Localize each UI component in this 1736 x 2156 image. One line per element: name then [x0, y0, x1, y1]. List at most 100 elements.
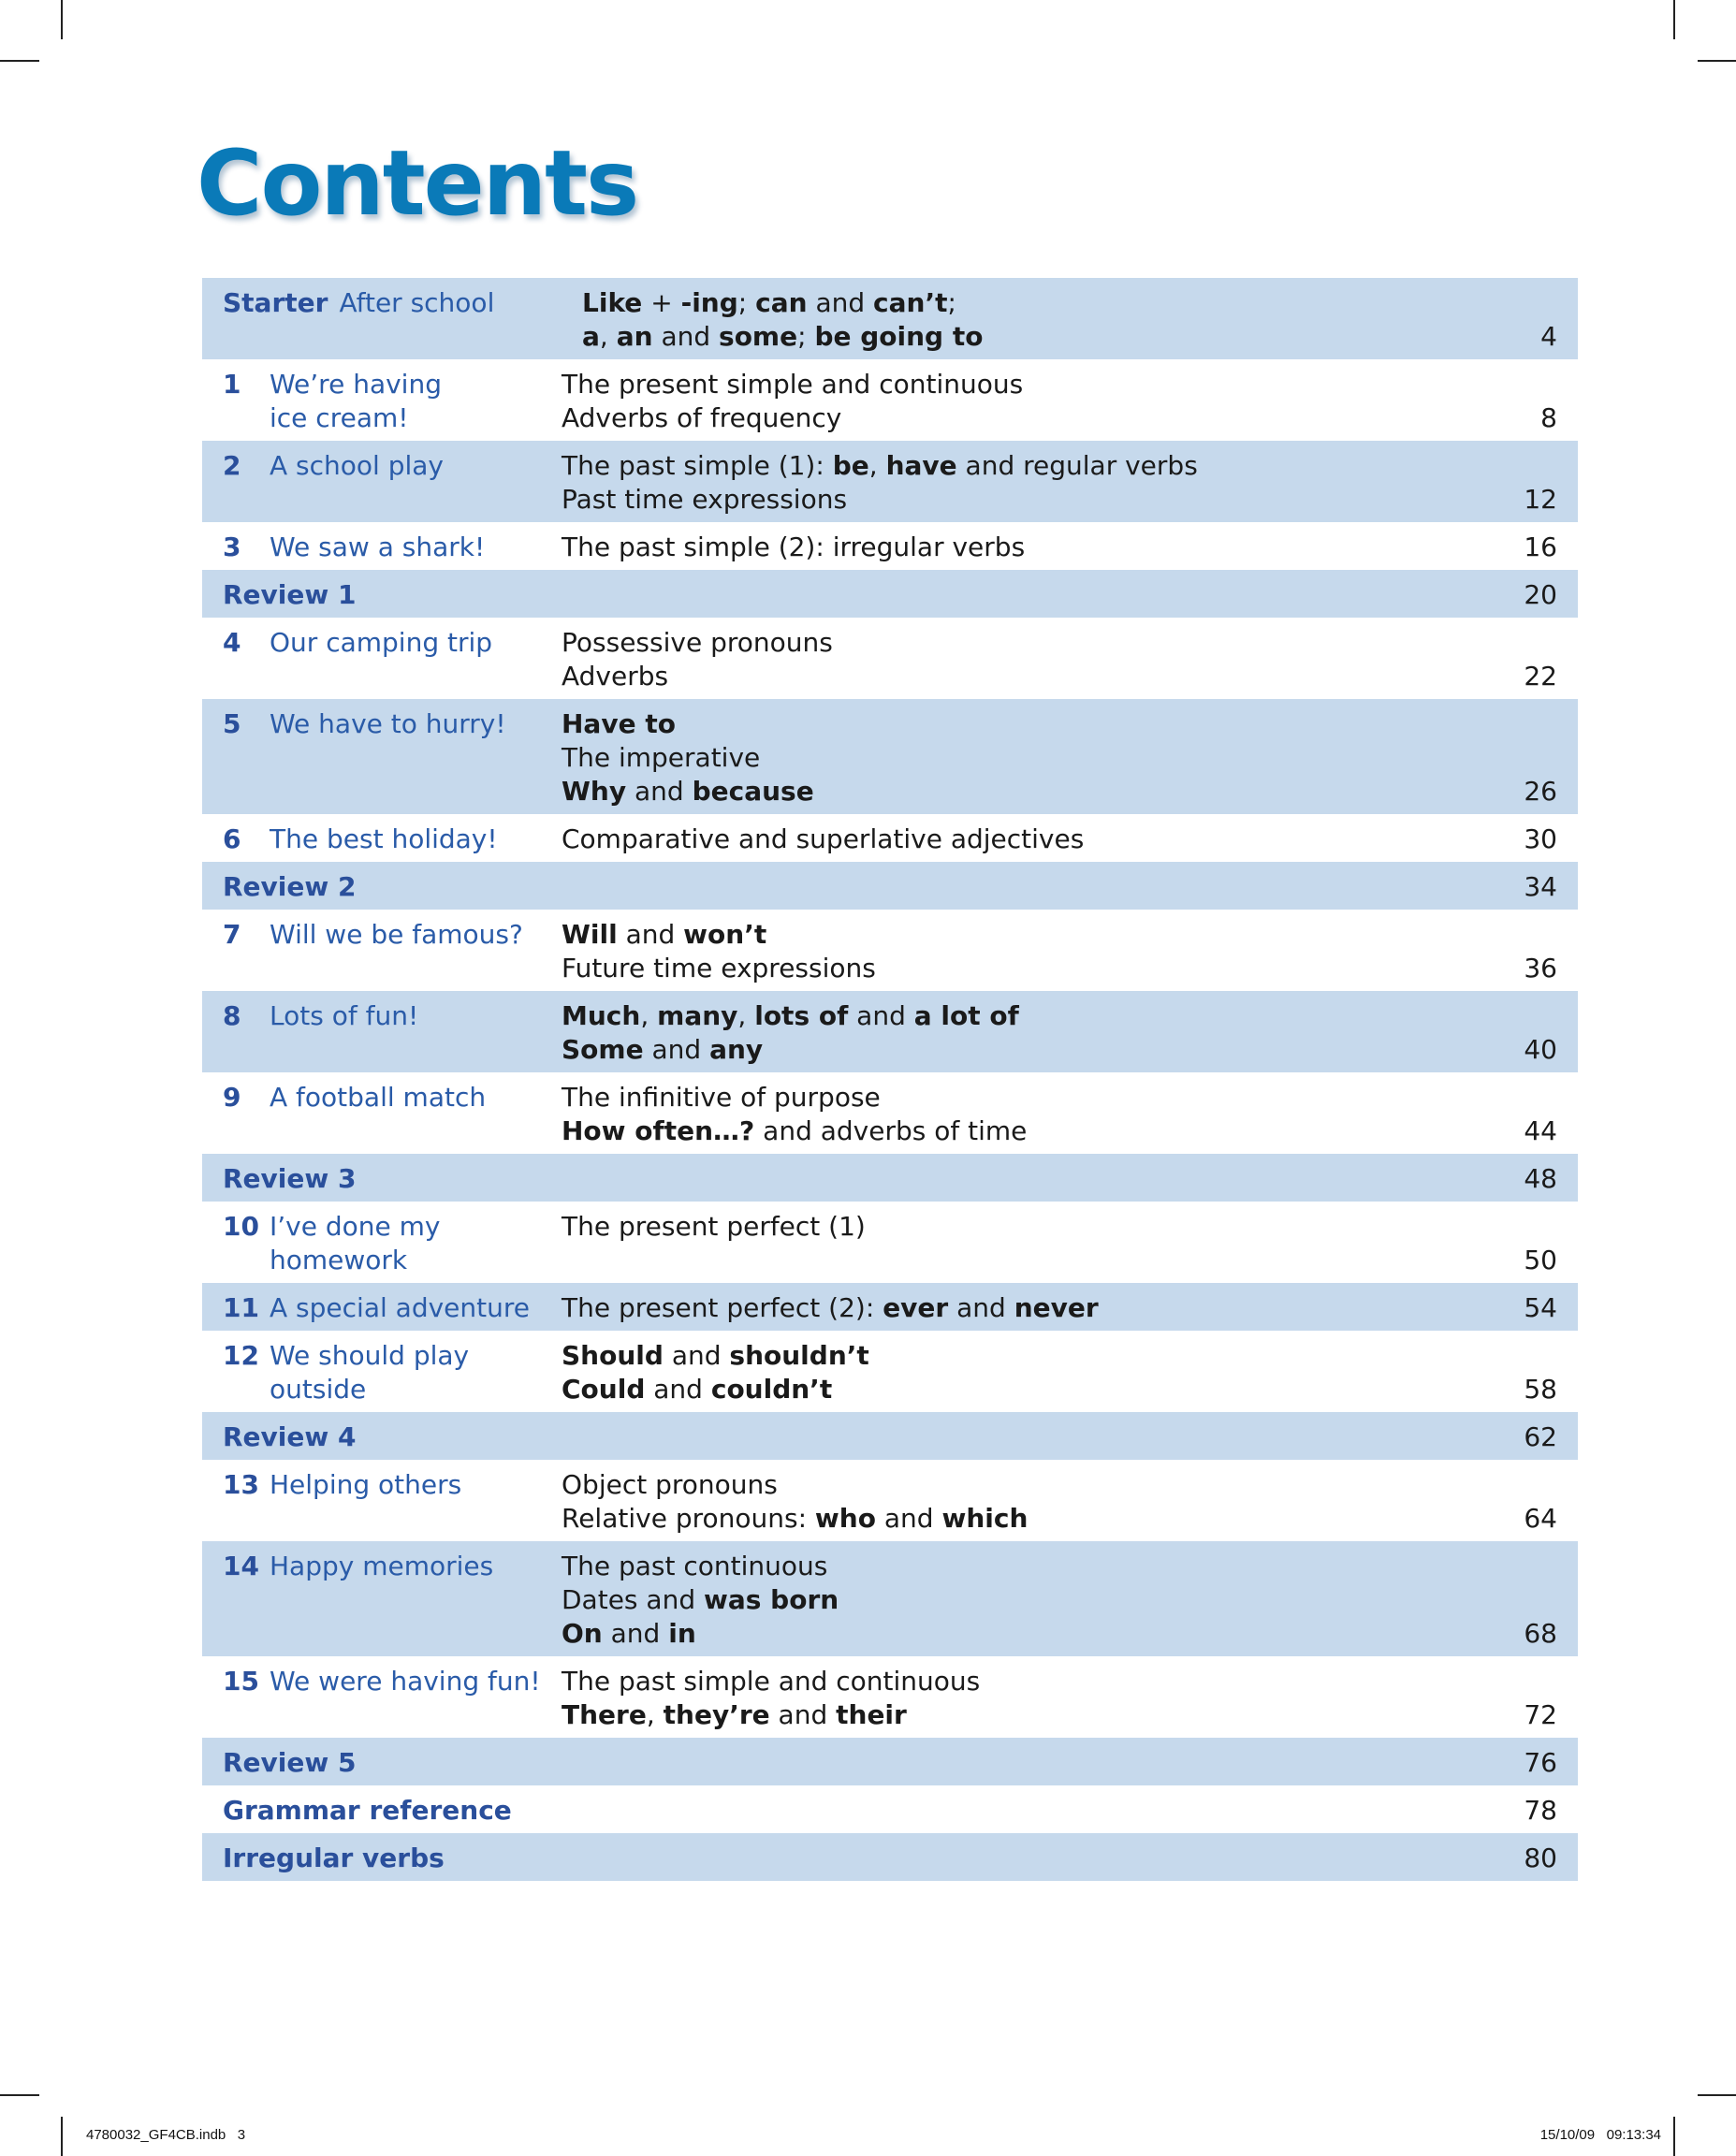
unit-title-line: outside	[270, 1374, 367, 1405]
topic-keyword: which	[941, 1503, 1028, 1534]
page-number: 34	[1524, 871, 1557, 902]
unit-row: 13 Helping others Object pronouns Relative …	[202, 1460, 1578, 1541]
topic-keyword: was born	[704, 1584, 839, 1615]
topic-cell: Possessive pronouns Adverbs	[562, 626, 1473, 693]
unit-title-line: I’ve done my	[270, 1211, 441, 1242]
unit-title-line: Our camping trip	[270, 627, 493, 658]
topic-text: Past time expressions	[562, 484, 848, 515]
topic-keyword: On	[562, 1618, 603, 1649]
crop-mark	[1673, 2117, 1675, 2156]
topic-line: Some and any	[562, 1033, 1473, 1067]
unit-number: 1	[223, 369, 241, 400]
section-label: Irregular verbs	[223, 1843, 445, 1873]
page-number: 4	[1540, 321, 1557, 352]
page-number: 72	[1524, 1699, 1557, 1730]
unit-row: Starter After school Like + -ing; can and …	[202, 278, 1578, 359]
topic-text: Adverbs	[562, 661, 669, 692]
page-number: 44	[1524, 1115, 1557, 1146]
topic-keyword: How often…?	[562, 1115, 755, 1146]
topic-line: Have to	[562, 707, 1473, 741]
crop-mark	[1673, 0, 1675, 39]
crop-mark	[1698, 60, 1736, 62]
topic-text: ;	[947, 287, 956, 318]
unit-title-line: The best holiday!	[270, 823, 498, 854]
topic-line: The past simple and continuous	[562, 1665, 1473, 1698]
topic-cell	[971, 1794, 1473, 1828]
topic-text: and	[602, 1618, 669, 1649]
topic-keyword: any	[709, 1034, 764, 1065]
topic-keyword: Could	[562, 1374, 646, 1405]
topic-text: The imperative	[562, 742, 761, 773]
topic-cell: Object pronouns Relative pronouns: who an…	[562, 1468, 1473, 1536]
topic-keyword: Some	[562, 1034, 644, 1065]
topic-text: and	[663, 1340, 730, 1371]
review-row: Irregular verbs 80	[202, 1833, 1578, 1881]
page-title: Contents	[197, 131, 639, 236]
topic-keyword: There	[562, 1699, 647, 1730]
unit-row: 10 I’ve done my homework The present perfec…	[202, 1202, 1578, 1283]
topic-text: The infinitive of purpose	[562, 1082, 881, 1113]
unit-title: The best holiday!	[270, 823, 562, 856]
topic-line: Much, many, lots of and a lot of	[562, 999, 1473, 1033]
unit-row: 4 Our camping trip Possessive pronouns Adve…	[202, 618, 1578, 699]
unit-title: Helping others	[270, 1468, 562, 1536]
topic-text: The past simple (2): irregular verbs	[562, 532, 1026, 562]
page-number: 48	[1524, 1163, 1557, 1194]
review-row: Review 3 48	[202, 1154, 1578, 1202]
topic-cell: The present perfect (1)	[562, 1210, 1473, 1277]
unit-title: I’ve done my homework	[270, 1210, 562, 1277]
unit-title-line: A school play	[270, 450, 445, 481]
page-number: 8	[1540, 402, 1557, 433]
topic-text: and	[807, 287, 874, 318]
unit-row: 1 We’re having ice cream! The present simpl…	[202, 359, 1578, 441]
topic-text: ,	[646, 1699, 664, 1730]
topic-text: The present perfect (1)	[562, 1211, 866, 1242]
topic-keyword: an	[616, 321, 653, 352]
topic-text: Comparative and superlative adjectives	[562, 823, 1085, 854]
unit-title: Happy memories	[270, 1550, 562, 1651]
page-number: 54	[1524, 1292, 1557, 1323]
unit-title: Lots of fun!	[270, 999, 562, 1067]
unit-title-line: Helping others	[270, 1469, 462, 1500]
topic-line: The infinitive of purpose	[562, 1081, 1473, 1114]
unit-number: 8	[223, 1000, 241, 1031]
unit-number: 9	[223, 1082, 241, 1113]
unit-number: 3	[223, 532, 241, 562]
unit-row: 11 A special adventure The present perfect…	[202, 1283, 1578, 1331]
topic-keyword: shouldn’t	[729, 1340, 869, 1371]
unit-title: We should play outside	[270, 1339, 562, 1406]
topic-keyword: be going to	[814, 321, 984, 352]
topic-line: The present simple and continuous	[562, 368, 1473, 401]
topic-line: Comparative and superlative adjectives	[562, 823, 1473, 856]
section-label: Review 5	[223, 1747, 357, 1778]
topic-keyword: -ing	[680, 287, 738, 318]
topic-text: The present simple and continuous	[562, 369, 1024, 400]
topic-cell	[971, 1842, 1473, 1875]
topic-keyword: they’re	[663, 1699, 770, 1730]
topic-cell: Much, many, lots of and a lot of Some and…	[562, 999, 1473, 1067]
topic-keyword: have	[885, 450, 957, 481]
topic-keyword: can’t	[873, 287, 948, 318]
footer-file-info: 4780032_GF4CB.indb 3	[86, 2127, 246, 2143]
topic-text: ;	[797, 321, 815, 352]
unit-row: 14 Happy memories The past continuous Dates…	[202, 1541, 1578, 1656]
topic-cell: The present simple and continuous Adverbs…	[562, 368, 1473, 435]
topic-text: and adverbs of time	[754, 1115, 1028, 1146]
topic-text: +	[642, 287, 681, 318]
topic-cell: Like + -ing; can and can’t; a, an and som…	[582, 286, 1473, 354]
unit-title: We have to hurry!	[270, 707, 562, 808]
topic-keyword: can	[755, 287, 808, 318]
topic-keyword: a lot of	[913, 1000, 1019, 1031]
unit-title: A special adventure	[270, 1291, 562, 1325]
topic-cell	[971, 1420, 1473, 1454]
review-row: Review 2 34	[202, 862, 1578, 910]
topic-cell: The past simple and continuous There, the…	[562, 1665, 1473, 1732]
unit-row: 5 We have to hurry! Have to The imperative W…	[202, 699, 1578, 814]
unit-title-line: homework	[270, 1245, 408, 1275]
topic-keyword: Will	[562, 919, 618, 950]
topic-text: ,	[868, 450, 886, 481]
unit-row: 3 We saw a shark! The past simple (2): irr…	[202, 522, 1578, 570]
unit-title-line: Will we be famous?	[270, 919, 523, 950]
unit-number: 10	[223, 1211, 259, 1242]
topic-keyword: who	[814, 1503, 876, 1534]
